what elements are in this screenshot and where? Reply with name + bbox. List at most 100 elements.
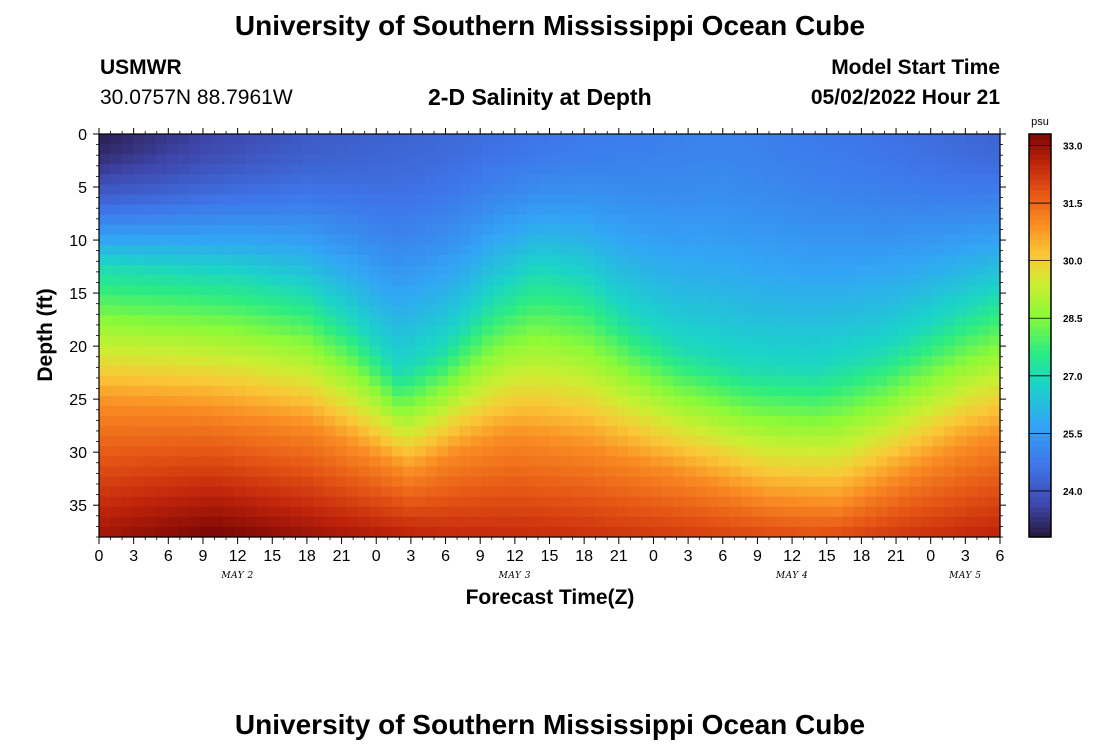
heatmap-cell <box>403 154 415 165</box>
heatmap-cell <box>99 365 111 377</box>
heatmap-cell <box>831 466 843 478</box>
heatmap-cell <box>887 275 900 286</box>
heatmap-cell <box>222 506 235 518</box>
heatmap-cell <box>887 214 900 226</box>
heatmap-cell <box>166 254 179 266</box>
heatmap-cell <box>774 516 787 528</box>
heatmap-cell <box>966 486 979 498</box>
heatmap-cell <box>301 416 314 427</box>
heatmap-cell <box>819 154 832 165</box>
heatmap-cell <box>819 406 832 417</box>
heatmap-cell <box>583 406 596 417</box>
heatmap-cell <box>279 305 292 316</box>
heatmap-cell <box>493 234 506 246</box>
heatmap-cell <box>740 416 753 427</box>
heatmap-cell <box>166 194 179 206</box>
heatmap-cell <box>481 285 494 296</box>
heatmap-cell <box>177 426 190 437</box>
heatmap-cell <box>786 416 798 427</box>
heatmap-cell <box>898 264 911 276</box>
heatmap-cell <box>605 194 618 206</box>
heatmap-cell <box>256 174 269 185</box>
heatmap-cell <box>459 184 472 196</box>
heatmap-cell <box>121 275 134 286</box>
heatmap-cell <box>966 426 979 437</box>
heatmap-cell <box>617 516 629 528</box>
heatmap-cell <box>594 275 607 286</box>
heatmap-cell <box>797 395 810 407</box>
heatmap-cell <box>988 496 1001 508</box>
heatmap-cell <box>279 506 292 518</box>
heatmap-cell <box>256 365 269 377</box>
heatmap-cell <box>279 355 292 367</box>
heatmap-cell <box>932 466 945 478</box>
heatmap-cell <box>853 154 866 165</box>
heatmap-cell <box>324 466 337 478</box>
heatmap-cell <box>639 345 652 357</box>
heatmap-cell <box>729 154 742 165</box>
heatmap-cell <box>481 476 494 488</box>
heatmap-cell <box>436 254 449 266</box>
heatmap-cell <box>560 264 573 276</box>
y-tick-label: 35 <box>69 498 87 515</box>
heatmap-cell <box>898 254 911 266</box>
heatmap-cell <box>954 436 967 447</box>
heatmap-cell <box>662 224 674 236</box>
heatmap-cell <box>538 456 551 468</box>
heatmap-cell <box>189 406 201 417</box>
heatmap-cell <box>481 345 494 357</box>
heatmap-cell <box>808 476 821 488</box>
heatmap-cell <box>583 335 596 347</box>
heatmap-cell <box>459 295 472 306</box>
heatmap-cell <box>155 426 168 437</box>
heatmap-cell <box>200 426 213 437</box>
heatmap-cell <box>718 184 731 196</box>
heatmap-cell <box>290 234 303 246</box>
heatmap-cell <box>752 375 765 387</box>
heatmap-cell <box>864 436 877 447</box>
heatmap-cell <box>560 506 573 518</box>
heatmap-cell <box>729 244 742 256</box>
x-tick-label: 3 <box>129 548 138 565</box>
heatmap-cell <box>628 315 641 327</box>
heatmap-cell <box>110 365 123 377</box>
heatmap-cell <box>369 375 382 387</box>
heatmap-cell <box>887 426 900 437</box>
heatmap-cell <box>797 446 810 457</box>
heatmap-cell <box>966 214 979 226</box>
heatmap-cell <box>403 476 415 488</box>
heatmap-cell <box>594 204 607 216</box>
heatmap-cell <box>177 154 190 165</box>
heatmap-cell <box>909 154 922 165</box>
heatmap-cell <box>301 506 314 518</box>
heatmap-cell <box>752 355 765 367</box>
heatmap-cell <box>414 285 427 296</box>
heatmap-cell <box>786 285 798 296</box>
heatmap-cell <box>943 395 956 407</box>
heatmap-cell <box>617 285 629 296</box>
heatmap-cell <box>369 355 382 367</box>
heatmap-cell <box>954 164 967 175</box>
heatmap-cell <box>538 345 551 357</box>
heatmap-cell <box>954 416 967 427</box>
heatmap-cell <box>470 466 483 478</box>
heatmap-cell <box>842 134 855 145</box>
heatmap-cell <box>110 234 123 246</box>
heatmap-cell <box>290 506 303 518</box>
heatmap-cell <box>335 144 348 155</box>
heatmap-cell <box>977 506 990 518</box>
heatmap-cell <box>988 204 1001 216</box>
colorbar-cell <box>1029 506 1051 513</box>
heatmap-cell <box>380 446 393 457</box>
heatmap-cell <box>583 506 596 518</box>
heatmap-cell <box>662 426 674 437</box>
colorbar-cell <box>1029 411 1051 417</box>
heatmap-cell <box>211 395 224 407</box>
heatmap-cell <box>752 395 765 407</box>
heatmap-cell <box>99 506 111 518</box>
heatmap-cell <box>99 516 111 528</box>
heatmap-cell <box>391 466 404 478</box>
heatmap-cell <box>380 184 393 196</box>
heatmap-cell <box>650 144 663 155</box>
heatmap-cell <box>876 526 888 538</box>
